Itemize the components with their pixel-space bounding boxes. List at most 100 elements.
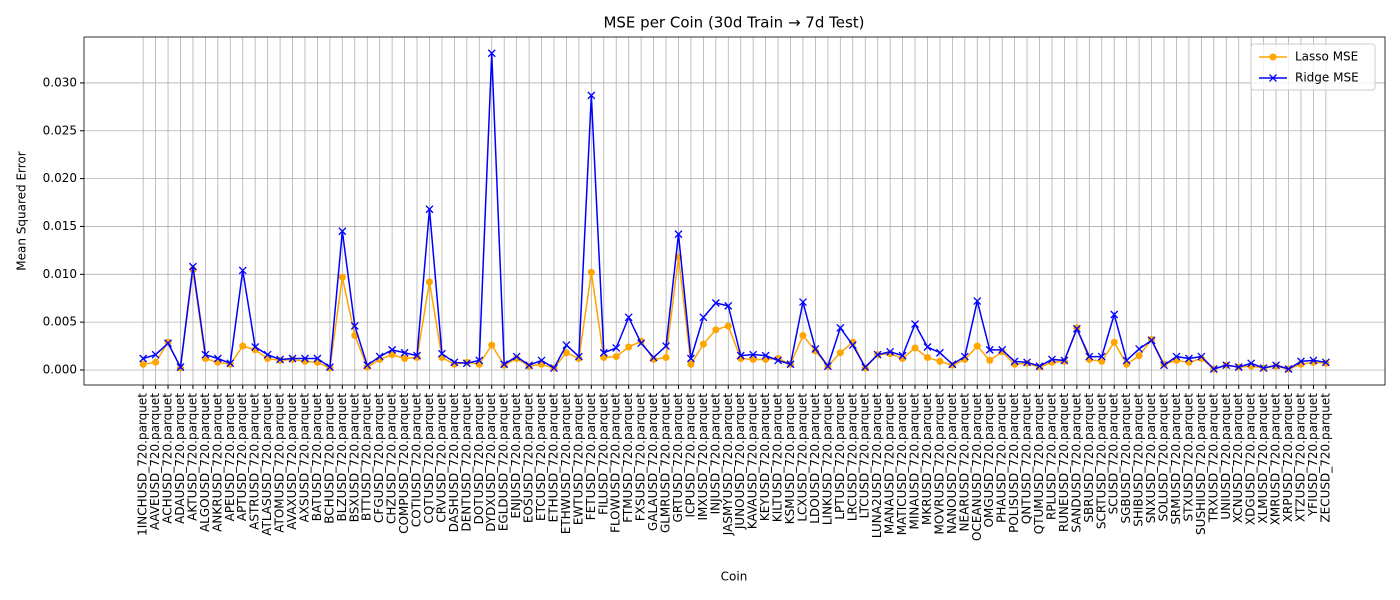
legend-label: Lasso MSE bbox=[1295, 50, 1358, 64]
x-tick-label: DOTUSD_720.parquet bbox=[472, 393, 486, 525]
y-tick-label: 0.005 bbox=[43, 315, 77, 329]
marker bbox=[1110, 338, 1118, 346]
x-tick-label: JUNOUSD_720.parquet bbox=[733, 393, 747, 530]
marker bbox=[799, 298, 807, 307]
marker bbox=[911, 344, 919, 352]
x-tick-label: MATICUSD_720.parquet bbox=[895, 393, 909, 536]
marker bbox=[475, 356, 484, 365]
marker bbox=[724, 301, 733, 310]
x-tick-label: YFIUSD_720.parquet bbox=[1306, 393, 1320, 517]
legend-label: Ridge MSE bbox=[1295, 71, 1359, 85]
x-tick-label: CHZUSD_720.parquet bbox=[385, 393, 399, 524]
marker bbox=[1297, 357, 1305, 366]
marker bbox=[1197, 352, 1206, 361]
x-tick-label: CFGUSD_720.parquet bbox=[372, 393, 386, 523]
x-tick-label: NANOUSD_720.parquet bbox=[945, 393, 959, 534]
x-tick-label: TRXUSD_720.parquet bbox=[1206, 393, 1220, 524]
x-tick-label: OMGUSD_720.parquet bbox=[982, 393, 996, 528]
marker bbox=[238, 266, 247, 275]
marker bbox=[500, 360, 509, 369]
marker bbox=[612, 353, 620, 361]
marker bbox=[1272, 362, 1280, 370]
marker bbox=[188, 262, 197, 271]
x-tick-label: UNIUSD_720.parquet bbox=[1219, 393, 1233, 520]
marker bbox=[338, 227, 347, 236]
marker bbox=[1147, 336, 1156, 345]
marker bbox=[400, 348, 409, 357]
marker bbox=[1135, 352, 1143, 360]
marker bbox=[363, 363, 371, 371]
marker bbox=[599, 348, 608, 357]
marker bbox=[986, 356, 994, 364]
legend-marker bbox=[1269, 74, 1277, 82]
marker bbox=[462, 359, 471, 368]
marker bbox=[488, 341, 496, 349]
x-tick-label: LINKUSD_720.parquet bbox=[820, 393, 834, 525]
marker bbox=[1209, 365, 1218, 373]
x-tick-label: XRPUSD_720.parquet bbox=[1281, 393, 1295, 522]
x-tick-label: DENTUSD_720.parquet bbox=[459, 393, 473, 532]
marker bbox=[1284, 365, 1293, 373]
marker bbox=[550, 364, 558, 373]
marker bbox=[1098, 357, 1106, 365]
y-tick-label: 0.010 bbox=[43, 267, 77, 281]
marker bbox=[338, 273, 346, 281]
x-tick-label: SHIBUSD_720.parquet bbox=[1132, 393, 1146, 527]
marker bbox=[1309, 356, 1318, 365]
marker bbox=[749, 350, 758, 359]
x-tick-label: EWTUSD_720.parquet bbox=[571, 393, 585, 525]
x-tick-label: EOSUSD_720.parquet bbox=[522, 393, 536, 523]
x-tick-label: ETHUSD_720.parquet bbox=[546, 393, 560, 523]
marker bbox=[450, 358, 459, 367]
x-tick-label: LUNA2USD_720.parquet bbox=[870, 393, 884, 538]
x-tick-label: NEARUSD_720.parquet bbox=[957, 393, 971, 532]
marker bbox=[1272, 361, 1281, 370]
marker bbox=[873, 350, 882, 359]
x-tick-label: EGLDUSD_720.parquet bbox=[497, 393, 511, 531]
x-tick-label: XTZUSD_720.parquet bbox=[1293, 393, 1307, 522]
x-tick-label: 1INCHUSD_720.parquet bbox=[136, 393, 150, 536]
x-tick-label: AAVEUSD_720.parquet bbox=[148, 393, 162, 530]
x-tick-label: GLMRUSD_720.parquet bbox=[659, 393, 673, 533]
marker bbox=[911, 320, 919, 329]
marker bbox=[687, 360, 695, 368]
marker bbox=[712, 326, 720, 334]
x-tick-label: SRMUSD_720.parquet bbox=[1169, 393, 1183, 525]
marker bbox=[413, 351, 421, 360]
marker bbox=[239, 342, 247, 350]
x-tick-label: PHAUSD_720.parquet bbox=[995, 393, 1009, 523]
marker bbox=[973, 342, 981, 350]
marker bbox=[1160, 361, 1168, 370]
x-tick-label: SGBUSD_720.parquet bbox=[1119, 393, 1133, 524]
marker bbox=[301, 354, 309, 363]
y-tick-label: 0.020 bbox=[43, 171, 77, 185]
marker bbox=[935, 348, 944, 357]
marker bbox=[1072, 324, 1081, 333]
x-tick-label: ENJUSD_720.parquet bbox=[509, 393, 523, 519]
x-tick-label: FXSUSD_720.parquet bbox=[634, 393, 648, 521]
x-tick-label: SCRTUSD_720.parquet bbox=[1094, 393, 1108, 529]
x-tick-label: RUNEUSD_720.parquet bbox=[1057, 393, 1071, 532]
x-tick-label: SUSHIUSD_720.parquet bbox=[1194, 393, 1208, 535]
x-tick-label: IMXUSD_720.parquet bbox=[696, 393, 710, 521]
x-tick-label: SCUSD_720.parquet bbox=[1107, 393, 1121, 515]
x-tick-label: LDOUSD_720.parquet bbox=[808, 393, 822, 524]
marker bbox=[437, 349, 446, 358]
x-tick-label: AXSUSD_720.parquet bbox=[297, 393, 311, 523]
marker bbox=[263, 350, 272, 359]
y-tick-label: 0.025 bbox=[43, 123, 77, 137]
x-tick-label: JASMYUSD_720.parquet bbox=[721, 393, 735, 536]
marker bbox=[313, 354, 322, 363]
marker bbox=[1185, 358, 1193, 366]
marker bbox=[936, 357, 944, 365]
marker bbox=[375, 352, 384, 361]
x-tick-label: MANAUSD_720.parquet bbox=[883, 393, 897, 534]
x-tick-label: ETHWUSD_720.parquet bbox=[559, 393, 573, 534]
marker bbox=[662, 354, 670, 362]
marker bbox=[1222, 361, 1231, 370]
marker bbox=[1123, 360, 1131, 368]
x-tick-label: ASTRUSD_720.parquet bbox=[248, 393, 262, 530]
marker bbox=[1172, 352, 1181, 361]
series-line bbox=[142, 53, 1326, 370]
marker bbox=[487, 49, 496, 58]
